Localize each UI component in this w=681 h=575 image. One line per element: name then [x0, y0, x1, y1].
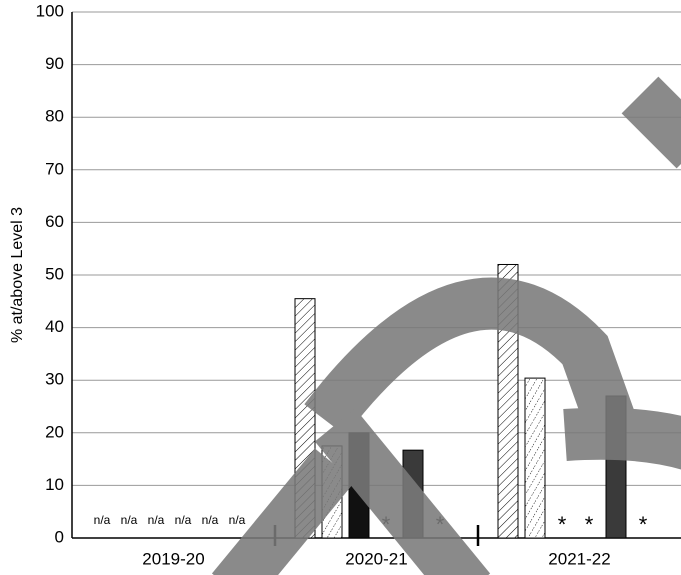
- y-tick-label: 40: [45, 317, 64, 336]
- x-tick-label: 2020-21: [345, 549, 407, 568]
- value-label: *: [639, 512, 648, 537]
- y-axis-label: % at/above Level 3: [9, 207, 26, 343]
- value-label: n/a: [202, 513, 219, 527]
- value-label: n/a: [148, 513, 165, 527]
- y-tick-label: 10: [45, 475, 64, 494]
- value-label: n/a: [121, 513, 138, 527]
- y-tick-label: 20: [45, 422, 64, 441]
- y-tick-label: 70: [45, 159, 64, 178]
- y-tick-label: 50: [45, 264, 64, 283]
- watermark: [211, 76, 681, 575]
- x-tick-label: 2019-20: [142, 549, 204, 568]
- y-tick-label: 90: [45, 54, 64, 73]
- value-label: n/a: [94, 513, 111, 527]
- y-tick-label: 60: [45, 212, 64, 231]
- x-tick-label: 2021-22: [548, 549, 610, 568]
- value-label: *: [585, 512, 594, 537]
- y-tick-label: 30: [45, 370, 64, 389]
- value-label: *: [558, 512, 567, 537]
- value-label: n/a: [229, 513, 246, 527]
- y-tick-label: 100: [36, 1, 64, 20]
- y-tick-label: 0: [55, 527, 64, 546]
- value-label: n/a: [175, 513, 192, 527]
- y-tick-label: 80: [45, 107, 64, 126]
- bar: [524, 377, 546, 539]
